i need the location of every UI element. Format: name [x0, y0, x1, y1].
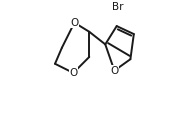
Text: O: O [70, 18, 79, 28]
Text: O: O [69, 68, 77, 78]
Text: O: O [110, 66, 118, 76]
Text: Br: Br [112, 2, 124, 12]
